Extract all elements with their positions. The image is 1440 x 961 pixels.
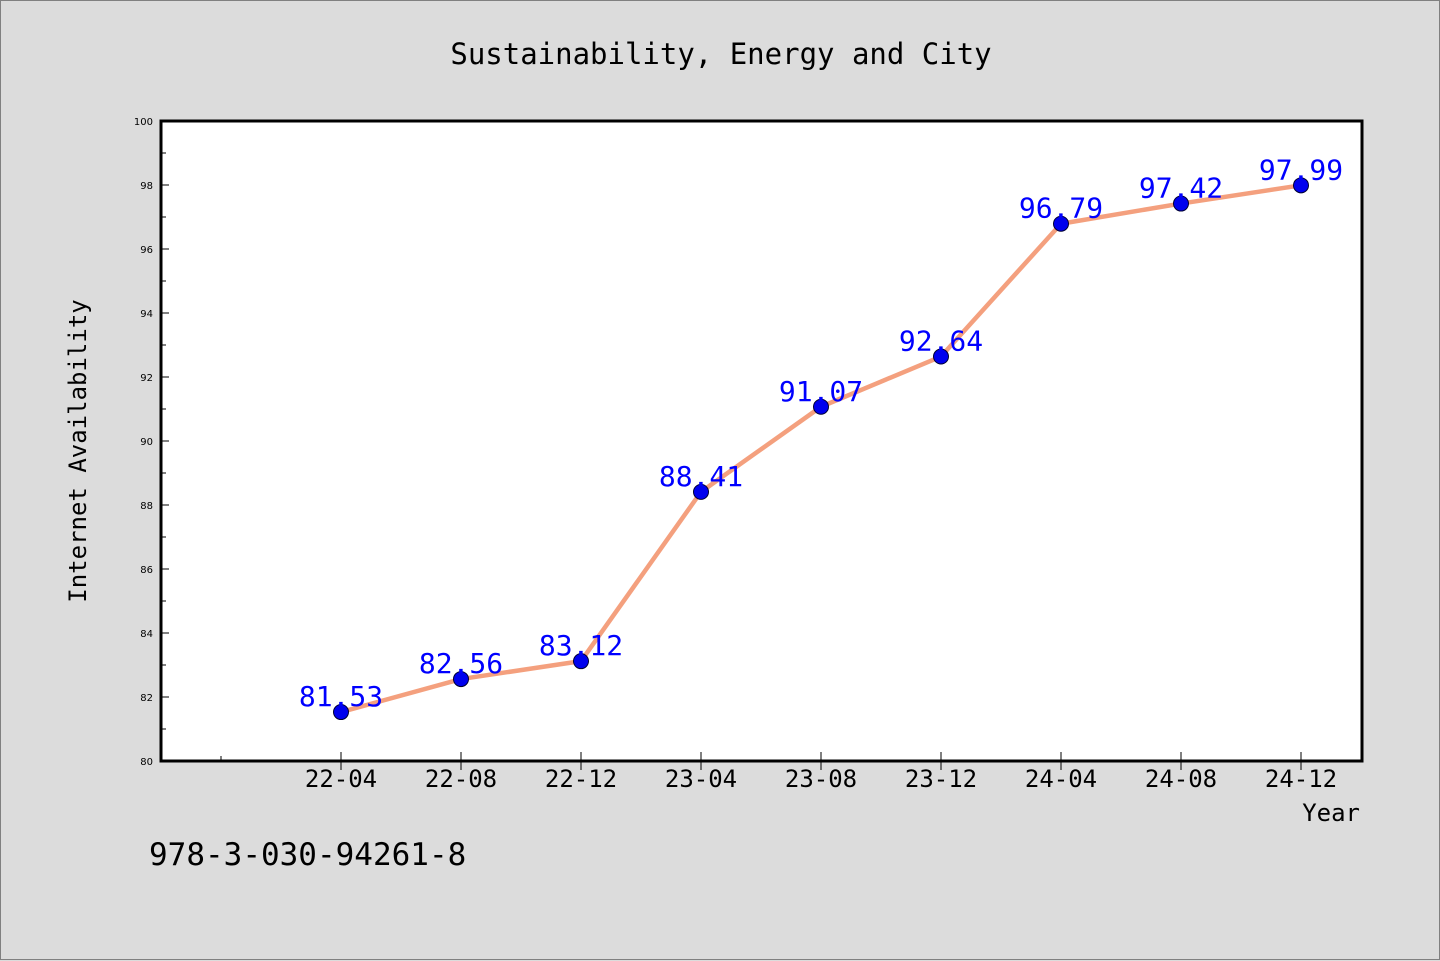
y-tick-label: 100 — [134, 117, 153, 128]
y-axis: 80 82 84 86 88 90 92 94 96 98 100 — [134, 117, 169, 768]
data-point — [813, 398, 829, 415]
plot-border — [159, 119, 1364, 763]
y-tick-label: 90 — [140, 437, 153, 448]
chart-title: Sustainability, Energy and City — [450, 37, 991, 71]
isbn-annotation: 978-3-030-94261-8 — [149, 837, 466, 873]
plot-area — [161, 121, 1362, 761]
data-label: 92.64 — [899, 325, 983, 358]
y-tick-label: 86 — [140, 565, 153, 576]
y-tick-label: 92 — [140, 373, 153, 384]
x-tick-label: 24-04 — [1025, 765, 1097, 793]
y-tick-label: 94 — [140, 309, 153, 320]
x-axis-label: Year — [1302, 799, 1360, 827]
data-point — [573, 653, 589, 670]
data-point — [333, 704, 349, 721]
series-layer — [333, 177, 1309, 721]
data-point — [1053, 215, 1069, 232]
data-label: 82.56 — [419, 647, 503, 680]
x-tick-label: 23-12 — [905, 765, 977, 793]
data-label: 97.42 — [1139, 172, 1223, 205]
y-tick-label: 96 — [140, 245, 153, 256]
x-tick-label: 24-08 — [1145, 765, 1217, 793]
data-label: 91.07 — [779, 375, 863, 408]
x-tick-label: 22-04 — [305, 765, 377, 793]
data-point — [453, 671, 469, 688]
data-label: 97.99 — [1259, 153, 1343, 186]
y-tick-label: 82 — [140, 693, 153, 704]
y-tick-label: 84 — [140, 629, 153, 640]
y-axis-label: Internet Availability — [64, 299, 92, 602]
data-point — [1293, 177, 1309, 194]
x-tick-label: 24-12 — [1265, 765, 1337, 793]
data-label: 96.79 — [1019, 192, 1103, 225]
y-tick-label: 80 — [140, 757, 153, 768]
y-tick-label: 98 — [140, 181, 153, 192]
x-axis: 22-04 22-08 22-12 23-04 23-08 23-12 24-04 24-08… — [220, 752, 1337, 793]
x-tick-label: 22-08 — [425, 765, 497, 793]
data-label: 88.41 — [659, 460, 743, 493]
data-label: 83.12 — [539, 629, 623, 662]
x-tick-label: 23-04 — [665, 765, 737, 793]
x-tick-label: 23-08 — [785, 765, 857, 793]
data-point — [693, 483, 709, 500]
data-label: 81.53 — [299, 680, 383, 713]
data-point — [933, 348, 949, 365]
data-point — [1173, 195, 1189, 212]
y-tick-label: 88 — [140, 501, 153, 512]
x-tick-label: 22-12 — [545, 765, 617, 793]
data-labels: 81.53 82.56 83.12 88.41 91.07 92.64 96.79 97.42… — [299, 153, 1343, 713]
